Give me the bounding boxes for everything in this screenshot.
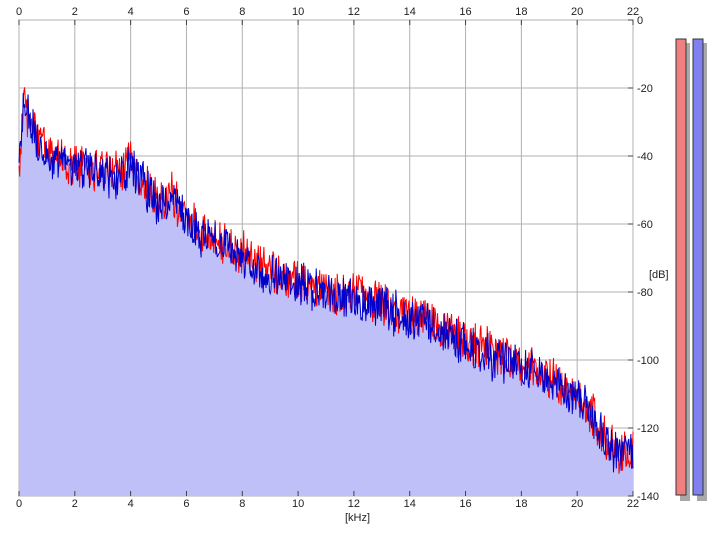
y-tick-label: -60 [637,219,653,231]
x-tick-label-bottom: 4 [128,498,134,510]
y-tick-label: -80 [637,287,653,299]
x-tick-label-top: 10 [292,6,304,18]
spectrum-series-line [18,93,634,473]
x-tick-label-top: 6 [183,6,189,18]
y-tick-label: -20 [637,83,653,95]
x-tick-label-bottom: 12 [348,498,360,510]
x-tick-label-top: 20 [571,6,583,18]
x-tick-label-bottom: 2 [72,498,78,510]
y-tick-label: -40 [637,151,653,163]
top-axis-ticks: 0 2 4 6 8 10 12 14 16 18 20 22 [16,6,639,25]
x-tick-label-bottom: 22 [627,498,639,510]
series-layer [18,87,634,474]
bottom-axis-ticks: 0 2 4 6 8 10 12 14 16 18 20 22 [16,491,639,510]
x-tick-label-bottom: 14 [404,498,416,510]
x-tick-label-bottom: 8 [239,498,245,510]
x-tick-label-top: 12 [348,6,360,18]
y-axis-unit-label: [dB] [649,269,669,281]
right-axis-ticks: 0 -20 -40 -60 -80 -100 -120 -140 [628,15,659,503]
y-tick-label: -120 [637,423,659,435]
x-tick-label-bottom: 16 [459,498,471,510]
x-tick-label-bottom: 6 [183,498,189,510]
spectrum-fill [19,93,633,496]
x-tick-label-top: 16 [459,6,471,18]
x-tick-label-top: 22 [627,6,639,18]
x-tick-label-top: 14 [404,6,416,18]
y-tick-label: 0 [637,15,643,27]
left-channel-meter [675,38,687,496]
x-tick-label-bottom: 18 [515,498,527,510]
x-tick-label-top: 4 [128,6,134,18]
x-tick-label-bottom: 0 [16,498,22,510]
x-tick-label-top: 0 [16,6,22,18]
x-tick-label-bottom: 20 [571,498,583,510]
y-tick-label: -140 [637,491,659,503]
right-channel-meter [692,38,704,496]
x-tick-label-top: 18 [515,6,527,18]
x-tick-label-top: 2 [72,6,78,18]
x-tick-label-top: 8 [239,6,245,18]
x-tick-label-bottom: 10 [292,498,304,510]
y-tick-label: -100 [637,355,659,367]
x-axis-unit-label: [kHz] [345,512,370,524]
